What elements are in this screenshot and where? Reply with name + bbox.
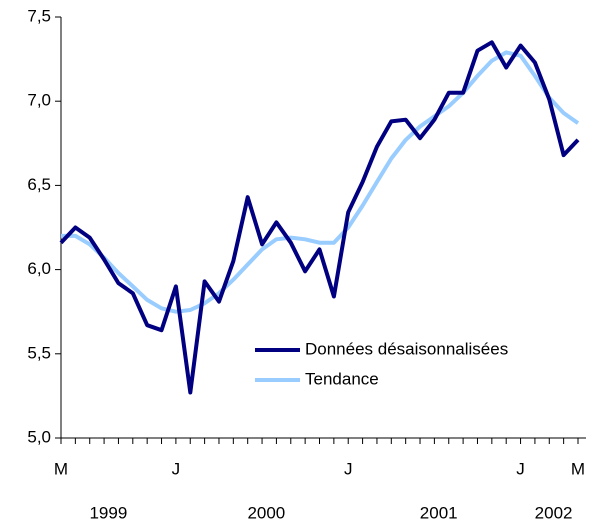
x-tick-label: J bbox=[172, 459, 181, 478]
y-tick-label: 6,5 bbox=[27, 175, 51, 194]
y-tick-label: 5,0 bbox=[27, 427, 51, 446]
y-tick-label: 6,0 bbox=[27, 259, 51, 278]
legend-label: Données désaisonnalisées bbox=[305, 339, 508, 358]
series-line bbox=[59, 40, 580, 395]
y-tick-label: 5,5 bbox=[27, 343, 51, 362]
legend-label: Tendance bbox=[305, 369, 379, 388]
year-label: 1999 bbox=[89, 503, 127, 522]
year-label: 2000 bbox=[247, 503, 285, 522]
year-label: 2002 bbox=[535, 503, 573, 522]
x-tick-label: J bbox=[516, 459, 525, 478]
series-line bbox=[61, 50, 580, 314]
x-tick-label: J bbox=[344, 459, 353, 478]
y-tick-label: 7,0 bbox=[27, 91, 51, 110]
x-tick-label: M bbox=[54, 459, 68, 478]
y-tick-label: 7,5 bbox=[27, 6, 51, 25]
year-label: 2001 bbox=[420, 503, 458, 522]
x-tick-label: M bbox=[571, 459, 585, 478]
